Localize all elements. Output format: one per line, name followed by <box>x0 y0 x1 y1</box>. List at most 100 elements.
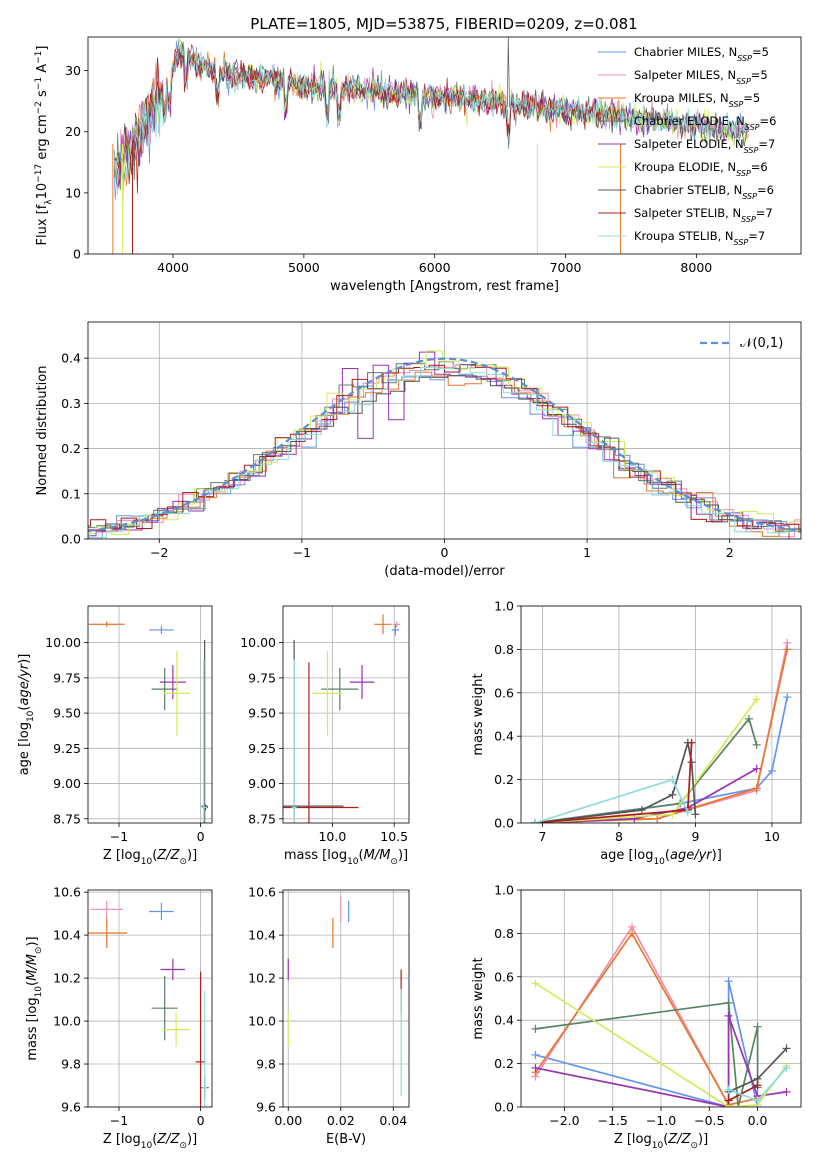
x-tick-label: 5000 <box>288 260 320 275</box>
legend-entry: Salpeter STELIB, NSSP=7 <box>634 206 773 224</box>
series-marker <box>752 764 761 773</box>
plot-area-weight-vs-Z <box>521 890 801 1107</box>
y-tick-label: 0.4 <box>494 729 514 744</box>
series-marker <box>668 790 677 799</box>
series-marker <box>752 784 761 793</box>
x-tick-label: 0 <box>441 545 449 560</box>
x-tick-label: 7000 <box>550 260 582 275</box>
data-point <box>202 990 208 1107</box>
series-marker <box>724 1085 733 1094</box>
series-marker <box>531 1063 540 1072</box>
y-tick-label: 10.2 <box>53 971 81 986</box>
series-marker <box>531 979 540 988</box>
data-point <box>392 621 401 628</box>
legend-entry: Chabrier MILES, NSSP=5 <box>634 45 769 63</box>
series-marker <box>691 810 700 819</box>
series-marker <box>734 1103 743 1107</box>
plot-area-mass-vs-Z <box>88 890 212 1107</box>
x-tick-label: −2 <box>150 545 168 560</box>
y-tick-label: 0.0 <box>494 816 514 831</box>
x-tick-label: 0.00 <box>274 1113 302 1128</box>
x-tick-label: 8 <box>615 829 623 844</box>
y-axis-label: age [log10(age/yr)] <box>17 654 36 776</box>
series-marker <box>753 1081 762 1090</box>
data-point <box>391 624 400 636</box>
histogram-model-4 <box>88 351 801 539</box>
series-line-model-0 <box>535 980 759 1107</box>
y-tick-label: 9.00 <box>53 776 81 791</box>
histogram-model-8 <box>88 364 801 538</box>
plot-area-mass-vs-ebv <box>283 890 409 1107</box>
series-marker <box>724 977 733 986</box>
y-tick-label: 9.6 <box>61 1100 81 1115</box>
data-point <box>160 958 186 981</box>
axes-frame <box>87 605 213 824</box>
plot-area-spectrum <box>112 37 749 254</box>
x-tick-label: 2 <box>726 545 734 560</box>
y-tick-label: 0.1 <box>61 486 81 501</box>
y-tick-label: 9.8 <box>256 1057 276 1072</box>
spectrum-line-model-8 <box>120 48 749 179</box>
x-tick-label: 6000 <box>419 260 451 275</box>
x-axis-label: wavelength [Angstrom, rest frame] <box>330 279 559 294</box>
data-point <box>151 668 178 711</box>
y-tick-label: 20 <box>65 124 81 139</box>
y-tick-label: 10.4 <box>53 928 81 943</box>
panel-spectrum: 4000 5000 6000 7000 8000 0 10 20 30 wavelength [A… <box>34 36 802 294</box>
series-marker <box>753 1096 762 1105</box>
x-tick-label: 8000 <box>680 260 712 275</box>
y-tick-label: 0.0 <box>494 1100 514 1115</box>
series-marker <box>724 1011 733 1020</box>
x-axis-label: mass [log10(M/M⊙)] <box>284 848 408 867</box>
series-line-model-2 <box>534 931 758 1106</box>
y-tick-label: 9.8 <box>61 1057 81 1072</box>
y-tick-label: 9.50 <box>248 706 276 721</box>
series-marker <box>724 998 733 1007</box>
series-marker <box>668 775 677 784</box>
axes-frame <box>520 889 802 1108</box>
y-tick-label: 9.25 <box>53 741 81 756</box>
y-tick-label: 10.0 <box>248 1014 276 1029</box>
x-axis-label: Z [log10(Z/Z⊙)] <box>103 1132 197 1151</box>
legend: Chabrier MILES, NSSP=5 Salpeter MILES, NS… <box>598 45 776 247</box>
x-tick-label: −1.5 <box>598 1113 628 1128</box>
data-point <box>163 651 190 736</box>
data-point <box>149 625 174 635</box>
series-marker <box>767 766 776 775</box>
series-marker <box>782 1063 791 1072</box>
series-line-model-3 <box>535 1001 759 1107</box>
legend-entry: Salpeter MILES, NSSP=5 <box>634 68 768 86</box>
legend-entry: Kroupa MILES, NSSP=5 <box>634 91 760 109</box>
series-marker <box>531 1024 540 1033</box>
y-tick-label: 1.0 <box>494 599 514 614</box>
panel-mass-vs-Z: −1 0 9.6 9.8 10.0 10.2 10.4 10.6 Z [log10(Z/Z⊙)]… <box>25 885 213 1151</box>
y-tick-label: 9.25 <box>248 741 276 756</box>
y-tick-label: 10.6 <box>53 885 81 900</box>
x-tick-label: 0.02 <box>327 1113 355 1128</box>
y-axis-label: mass [log10(M/M⊙)] <box>25 936 44 1060</box>
y-tick-label: 1.0 <box>494 883 514 898</box>
axes-frame <box>282 889 410 1108</box>
axes-frame <box>87 321 802 540</box>
data-point <box>349 665 375 699</box>
series-marker <box>782 1087 791 1096</box>
panel-age-vs-mass: 10.0 10.5 8.75 9.00 9.25 9.50 9.75 10.00 mass [l… <box>240 605 410 867</box>
y-tick-label: 0.3 <box>61 396 81 411</box>
x-tick-label: 9 <box>691 829 699 844</box>
x-tick-label: −1 <box>293 545 311 560</box>
data-point <box>283 662 359 823</box>
y-tick-label: 10.0 <box>53 1014 81 1029</box>
x-axis-label: E(B-V) <box>326 1132 366 1147</box>
series-line-model-7 <box>728 1084 758 1102</box>
series-line-model-4 <box>534 768 758 823</box>
y-tick-label: 9.6 <box>256 1100 276 1115</box>
series-line-model-5 <box>534 698 758 823</box>
data-point <box>90 900 124 918</box>
legend-entry: Kroupa ELODIE, NSSP=6 <box>634 160 768 178</box>
y-tick-label: 9.75 <box>248 670 276 685</box>
x-tick-label: −2.0 <box>549 1113 579 1128</box>
plot-area-weight-vs-age <box>521 606 801 823</box>
x-axis-label: age [log10(age/yr)] <box>600 848 722 867</box>
y-tick-label: 0.4 <box>61 351 81 366</box>
